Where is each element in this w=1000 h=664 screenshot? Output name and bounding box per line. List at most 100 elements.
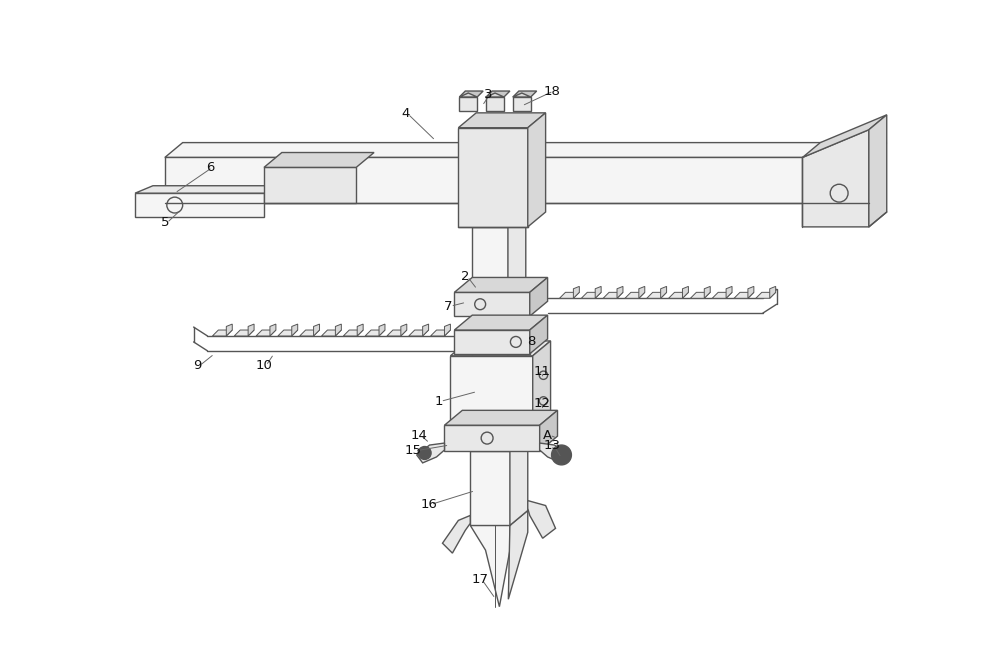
Polygon shape bbox=[470, 451, 510, 525]
Polygon shape bbox=[256, 330, 276, 336]
Polygon shape bbox=[454, 278, 548, 292]
Polygon shape bbox=[278, 330, 298, 336]
Polygon shape bbox=[869, 115, 887, 227]
Polygon shape bbox=[508, 212, 526, 471]
Polygon shape bbox=[423, 324, 429, 336]
Polygon shape bbox=[458, 113, 546, 127]
Polygon shape bbox=[234, 330, 254, 336]
Polygon shape bbox=[335, 324, 341, 336]
Polygon shape bbox=[625, 292, 645, 298]
Polygon shape bbox=[559, 292, 579, 298]
Polygon shape bbox=[322, 330, 341, 336]
Text: 9: 9 bbox=[193, 359, 202, 373]
Text: 12: 12 bbox=[533, 397, 550, 410]
Polygon shape bbox=[802, 115, 887, 157]
Text: 15: 15 bbox=[404, 444, 421, 457]
Polygon shape bbox=[513, 91, 537, 97]
Polygon shape bbox=[459, 93, 477, 97]
Polygon shape bbox=[314, 324, 320, 336]
Polygon shape bbox=[454, 330, 530, 354]
Polygon shape bbox=[581, 292, 601, 298]
Text: 11: 11 bbox=[533, 365, 550, 378]
Polygon shape bbox=[431, 330, 450, 336]
Text: 7: 7 bbox=[444, 299, 453, 313]
Text: A: A bbox=[543, 429, 552, 442]
Polygon shape bbox=[248, 324, 254, 336]
Polygon shape bbox=[442, 515, 470, 553]
Polygon shape bbox=[712, 292, 732, 298]
Polygon shape bbox=[470, 525, 510, 607]
Polygon shape bbox=[530, 315, 548, 354]
Polygon shape bbox=[365, 330, 385, 336]
Polygon shape bbox=[540, 443, 567, 463]
Circle shape bbox=[552, 445, 571, 465]
Text: 14: 14 bbox=[410, 429, 427, 442]
Polygon shape bbox=[595, 286, 601, 298]
Polygon shape bbox=[454, 315, 548, 330]
Polygon shape bbox=[510, 436, 528, 525]
Polygon shape bbox=[450, 356, 533, 425]
Circle shape bbox=[418, 446, 431, 459]
Polygon shape bbox=[748, 286, 754, 298]
Polygon shape bbox=[379, 324, 385, 336]
Polygon shape bbox=[528, 501, 556, 539]
Polygon shape bbox=[444, 324, 450, 336]
Polygon shape bbox=[661, 286, 667, 298]
Polygon shape bbox=[165, 157, 869, 203]
Text: 6: 6 bbox=[206, 161, 215, 174]
Polygon shape bbox=[603, 292, 623, 298]
Polygon shape bbox=[458, 127, 528, 227]
Polygon shape bbox=[763, 290, 777, 298]
Polygon shape bbox=[165, 143, 887, 157]
Polygon shape bbox=[486, 91, 510, 97]
Polygon shape bbox=[513, 93, 531, 97]
Polygon shape bbox=[704, 286, 710, 298]
Polygon shape bbox=[292, 324, 298, 336]
Polygon shape bbox=[459, 97, 477, 111]
Polygon shape bbox=[513, 97, 531, 111]
Polygon shape bbox=[226, 324, 232, 336]
Polygon shape bbox=[459, 91, 483, 97]
Polygon shape bbox=[486, 93, 504, 97]
Polygon shape bbox=[617, 286, 623, 298]
Polygon shape bbox=[409, 330, 429, 336]
Polygon shape bbox=[726, 286, 732, 298]
Polygon shape bbox=[533, 341, 551, 425]
Text: 1: 1 bbox=[434, 395, 443, 408]
Text: 4: 4 bbox=[402, 108, 410, 120]
Polygon shape bbox=[450, 341, 551, 356]
Polygon shape bbox=[682, 286, 688, 298]
Text: 5: 5 bbox=[161, 216, 169, 230]
Polygon shape bbox=[530, 278, 548, 316]
Text: 16: 16 bbox=[420, 498, 437, 511]
Polygon shape bbox=[135, 193, 264, 217]
Polygon shape bbox=[300, 330, 320, 336]
Polygon shape bbox=[486, 97, 504, 111]
Polygon shape bbox=[669, 292, 688, 298]
Polygon shape bbox=[417, 443, 444, 463]
Polygon shape bbox=[135, 186, 282, 193]
Polygon shape bbox=[647, 292, 667, 298]
Polygon shape bbox=[472, 227, 508, 471]
Polygon shape bbox=[270, 324, 276, 336]
Polygon shape bbox=[454, 292, 530, 316]
Text: 13: 13 bbox=[543, 438, 560, 452]
Polygon shape bbox=[212, 330, 232, 336]
Text: 10: 10 bbox=[256, 359, 272, 373]
Polygon shape bbox=[343, 330, 363, 336]
Polygon shape bbox=[444, 425, 540, 451]
Polygon shape bbox=[540, 410, 558, 451]
Polygon shape bbox=[734, 292, 754, 298]
Polygon shape bbox=[756, 292, 776, 298]
Polygon shape bbox=[264, 153, 374, 167]
Text: 3: 3 bbox=[484, 88, 492, 100]
Polygon shape bbox=[528, 113, 546, 227]
Polygon shape bbox=[444, 410, 558, 425]
Polygon shape bbox=[770, 286, 776, 298]
Text: 17: 17 bbox=[472, 574, 489, 586]
Text: 2: 2 bbox=[461, 270, 470, 283]
Polygon shape bbox=[387, 330, 407, 336]
Polygon shape bbox=[508, 511, 528, 599]
Polygon shape bbox=[639, 286, 645, 298]
Text: 8: 8 bbox=[528, 335, 536, 349]
